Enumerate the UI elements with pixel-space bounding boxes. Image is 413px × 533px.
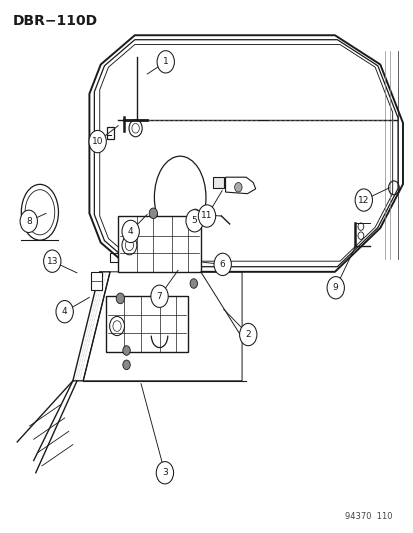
Text: 13: 13 bbox=[46, 257, 58, 265]
Circle shape bbox=[185, 209, 203, 232]
Circle shape bbox=[89, 131, 106, 153]
Circle shape bbox=[191, 209, 199, 220]
FancyBboxPatch shape bbox=[90, 272, 102, 290]
Circle shape bbox=[116, 293, 124, 304]
Text: 6: 6 bbox=[219, 260, 225, 269]
FancyBboxPatch shape bbox=[106, 296, 188, 352]
Text: 3: 3 bbox=[161, 469, 167, 477]
Circle shape bbox=[190, 279, 197, 288]
Circle shape bbox=[214, 253, 231, 276]
Text: 5: 5 bbox=[191, 216, 197, 225]
Circle shape bbox=[149, 208, 157, 219]
Text: 2: 2 bbox=[245, 330, 250, 339]
FancyBboxPatch shape bbox=[212, 177, 223, 188]
Circle shape bbox=[157, 51, 174, 73]
Circle shape bbox=[354, 189, 372, 211]
Circle shape bbox=[43, 250, 61, 272]
Text: DBR−110D: DBR−110D bbox=[13, 14, 98, 28]
Text: 1: 1 bbox=[162, 58, 168, 66]
Text: 94370  110: 94370 110 bbox=[344, 512, 392, 521]
Circle shape bbox=[326, 277, 344, 299]
Circle shape bbox=[20, 210, 37, 232]
Circle shape bbox=[198, 205, 215, 227]
Text: 10: 10 bbox=[92, 137, 103, 146]
Text: 4: 4 bbox=[128, 227, 133, 236]
Circle shape bbox=[239, 324, 256, 346]
Text: 7: 7 bbox=[156, 292, 162, 301]
Circle shape bbox=[122, 220, 139, 243]
Circle shape bbox=[156, 462, 173, 484]
Circle shape bbox=[150, 285, 168, 308]
Circle shape bbox=[123, 360, 130, 369]
Circle shape bbox=[123, 346, 130, 356]
Circle shape bbox=[234, 182, 242, 192]
Text: 8: 8 bbox=[26, 217, 31, 226]
Text: 9: 9 bbox=[332, 283, 338, 292]
Circle shape bbox=[56, 301, 73, 323]
FancyBboxPatch shape bbox=[118, 216, 200, 272]
Text: 12: 12 bbox=[357, 196, 368, 205]
Text: 4: 4 bbox=[62, 307, 67, 316]
Text: 11: 11 bbox=[201, 212, 212, 221]
